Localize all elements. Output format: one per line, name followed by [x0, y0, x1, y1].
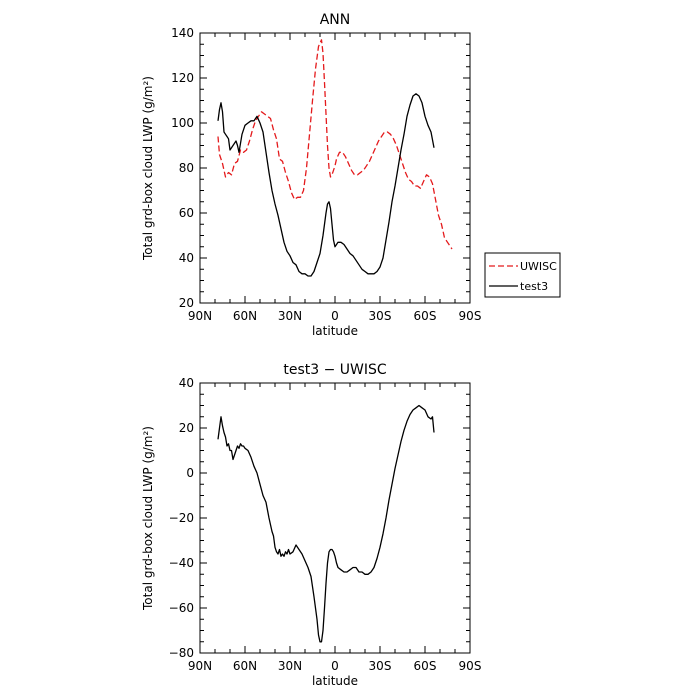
y-tick-label: 40 [179, 376, 194, 390]
y-tick-label: 120 [171, 71, 194, 85]
plot-frame [199, 382, 471, 654]
x-tick-label: 30N [278, 309, 302, 323]
x-tick-label: 90S [459, 309, 482, 323]
x-tick-label: 60N [233, 659, 257, 673]
x-tick-label: 30N [278, 659, 302, 673]
y-tick-label: −20 [169, 511, 194, 525]
y-tick-label: 140 [171, 26, 194, 40]
series-line-difference [217, 404, 435, 643]
x-tick-label: 0 [331, 309, 339, 323]
y-tick-label: 0 [186, 466, 194, 480]
y-tick-label: 20 [179, 296, 194, 310]
x-tick-label: 90N [188, 309, 212, 323]
x-tick-label: 0 [331, 659, 339, 673]
y-axis-label: Total grd-box cloud LWP (g/m²) [141, 426, 155, 611]
y-tick-label: 60 [179, 206, 194, 220]
x-axis-label: latitude [312, 674, 358, 688]
x-tick-label: 90N [188, 659, 212, 673]
series-line-test3 [217, 93, 435, 277]
x-tick-label: 60S [414, 309, 437, 323]
y-tick-label: 80 [179, 161, 194, 175]
y-axis-label: Total grd-box cloud LWP (g/m²) [141, 76, 155, 261]
legend-label: UWISC [520, 260, 557, 273]
y-tick-label: 100 [171, 116, 194, 130]
x-tick-label: 60N [233, 309, 257, 323]
x-tick-label: 30S [369, 309, 392, 323]
y-tick-label: 40 [179, 251, 194, 265]
series-line-uwisc [217, 39, 453, 250]
chart-title: test3 − UWISC [283, 362, 387, 378]
legend-label: test3 [520, 280, 548, 293]
y-tick-label: −80 [169, 646, 194, 660]
x-tick-label: 30S [369, 659, 392, 673]
y-tick-label: −40 [169, 556, 194, 570]
legend-box [484, 252, 561, 298]
plot-frame [199, 32, 471, 304]
y-tick-label: −60 [169, 601, 194, 615]
y-tick-label: 20 [179, 421, 194, 435]
chart-top-ann: 90N 60N 30N 0 30S 60S 90S 20 40 60 80 100 120 140 ANN l… [141, 12, 561, 338]
chart-bottom-difference: 90N 60N 30N 0 30S 60S 90S −80 −60 −40 −20 0 20 40 test… [141, 362, 481, 688]
x-tick-label: 90S [459, 659, 482, 673]
x-axis-label: latitude [312, 324, 358, 338]
x-tick-label: 60S [414, 659, 437, 673]
chart-title: ANN [320, 12, 351, 28]
